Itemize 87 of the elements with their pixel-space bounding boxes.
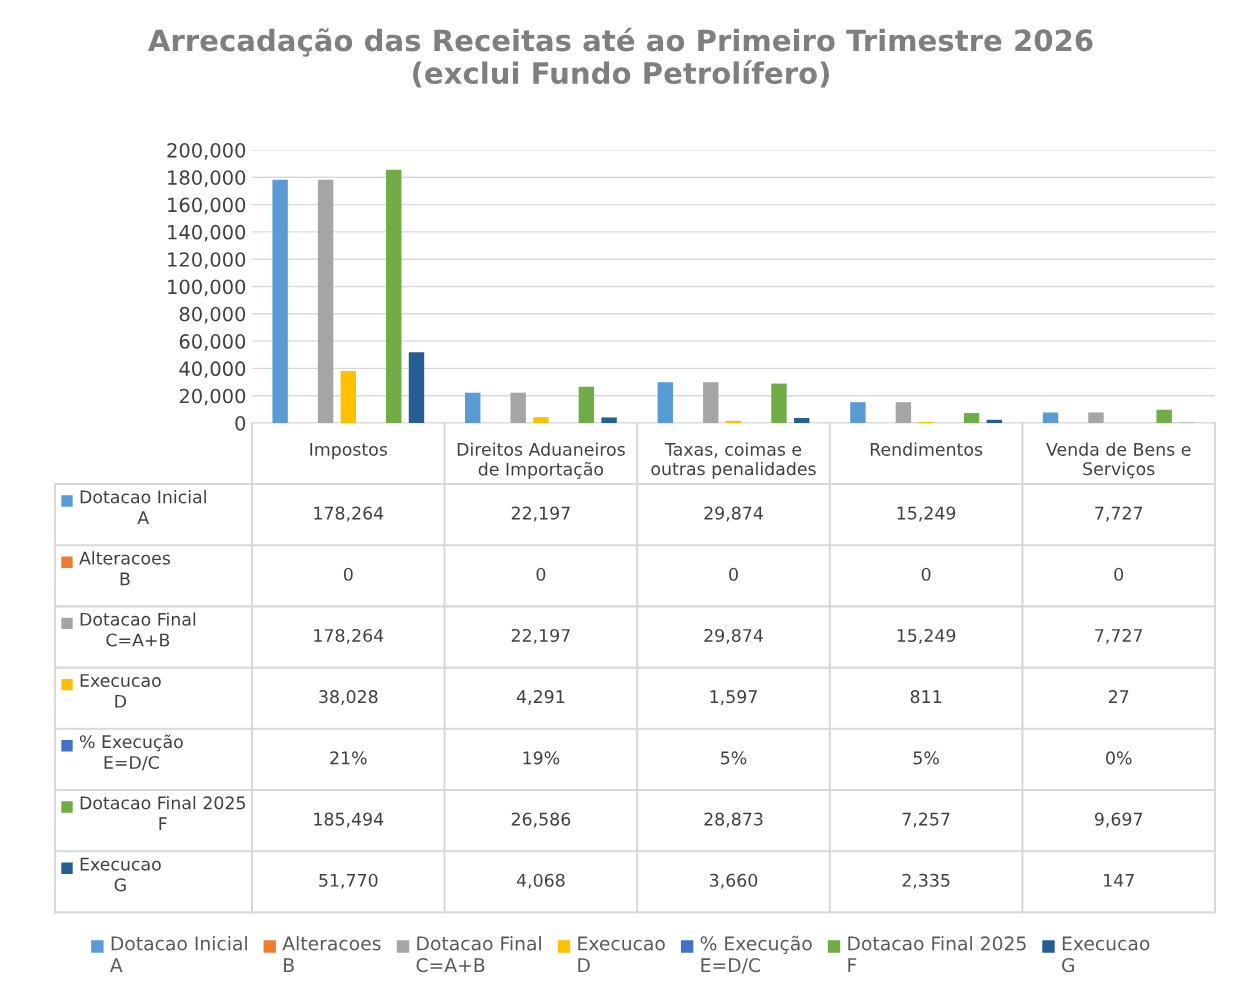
data-label: 0 bbox=[729, 567, 738, 581]
bar bbox=[771, 383, 787, 423]
data-label: 28,873 bbox=[704, 812, 763, 828]
legend-label: Execucao D bbox=[80, 674, 161, 708]
x-tick-label: Venda de Bens e Serviços bbox=[1046, 442, 1191, 479]
legend-label: % Execução E=D/C bbox=[79, 734, 183, 771]
x-tick-label: Direitos Aduaneiros de Importação bbox=[457, 442, 625, 480]
bar bbox=[986, 419, 1002, 423]
bar bbox=[963, 413, 980, 423]
legend-label: Dotacao Final C=A+B bbox=[80, 612, 196, 647]
y-tick-label: 80,000 bbox=[179, 306, 246, 324]
bar bbox=[317, 179, 334, 423]
y-tick-label: 60,000 bbox=[179, 334, 246, 351]
data-label: 22,197 bbox=[511, 506, 570, 522]
legend-label: Alteracoes B bbox=[79, 551, 171, 586]
data-label: 4,291 bbox=[516, 690, 565, 706]
data-label: 38,028 bbox=[319, 690, 378, 706]
y-tick-label: 100,000 bbox=[168, 279, 246, 297]
legend-label: Dotacao Inicial A bbox=[80, 490, 206, 524]
bar bbox=[340, 371, 356, 423]
y-tick-label: 0 bbox=[235, 415, 246, 431]
y-tick-label: 160,000 bbox=[168, 197, 246, 215]
data-label: 7,257 bbox=[902, 812, 950, 828]
data-label: 178,264 bbox=[314, 506, 384, 522]
data-label: 0 bbox=[343, 567, 353, 581]
x-tick-label: Rendimentos bbox=[870, 442, 983, 456]
x-tick-label: Impostos bbox=[310, 442, 388, 460]
data-label: 3,660 bbox=[709, 873, 758, 889]
bar bbox=[703, 382, 719, 423]
data-label: 0 bbox=[536, 567, 546, 581]
data-label: 0% bbox=[1106, 751, 1132, 765]
data-label: 0 bbox=[1114, 567, 1124, 581]
data-label: 1,597 bbox=[710, 690, 757, 706]
data-label: 51,770 bbox=[319, 873, 378, 889]
data-label: 5% bbox=[913, 751, 939, 765]
bar bbox=[408, 352, 425, 423]
bar bbox=[895, 402, 912, 423]
text: Dotacao Inicial A bbox=[110, 936, 247, 972]
data-label: 19% bbox=[523, 751, 560, 765]
text: Alteracoes B bbox=[282, 936, 381, 972]
data-label: 4,068 bbox=[516, 873, 565, 889]
data-label: 21% bbox=[330, 751, 367, 765]
data-label: 22,197 bbox=[511, 628, 570, 644]
chart-title: Arrecadação das Receitas até ao Primeiro Trimestre 2026 (exclui Fundo Petrolífero) bbox=[147, 27, 1093, 88]
data-label: 5% bbox=[721, 751, 747, 765]
data-label: 7,727 bbox=[1095, 628, 1143, 644]
bar bbox=[657, 382, 674, 423]
data-label: 811 bbox=[910, 690, 942, 704]
bar bbox=[465, 392, 481, 423]
text: Dotacao Final C=A+B bbox=[416, 936, 541, 973]
x-tick-label: Taxas, coimas e outras penalidades bbox=[651, 442, 816, 479]
text: Dotacao Final 2025 F bbox=[848, 936, 1026, 972]
data-label: 26,586 bbox=[511, 812, 571, 828]
data-label: 29,874 bbox=[704, 506, 763, 522]
data-label: 147 bbox=[1104, 873, 1134, 887]
bar bbox=[578, 386, 595, 423]
bar bbox=[533, 417, 549, 423]
legend-label: Dotacao Final 2025 F bbox=[80, 796, 245, 830]
y-tick-label: 40,000 bbox=[179, 361, 246, 379]
y-tick-label: 180,000 bbox=[168, 170, 246, 187]
data-label: 15,249 bbox=[897, 628, 956, 644]
data-label: 2,335 bbox=[902, 873, 950, 889]
bar bbox=[601, 417, 617, 423]
y-tick-label: 200,000 bbox=[167, 142, 246, 160]
bar bbox=[272, 179, 288, 423]
text: Execucao D bbox=[578, 936, 665, 972]
data-label: 7,727 bbox=[1095, 506, 1143, 522]
data-label: 27 bbox=[1108, 690, 1129, 703]
data-label: 15,249 bbox=[897, 506, 956, 522]
bar bbox=[510, 392, 526, 423]
text: Execucao G bbox=[1062, 936, 1150, 973]
data-label: 29,874 bbox=[704, 628, 763, 644]
y-tick-label: 140,000 bbox=[168, 224, 246, 242]
bar bbox=[850, 402, 866, 423]
bar bbox=[1156, 409, 1172, 423]
bar bbox=[1042, 412, 1059, 423]
y-tick-label: 120,000 bbox=[168, 252, 246, 269]
legend-label: Execucao G bbox=[80, 857, 161, 892]
bar bbox=[386, 169, 402, 423]
text: % Execução E=D/C bbox=[700, 935, 812, 974]
data-label: 9,697 bbox=[1094, 812, 1143, 828]
data-label: 185,494 bbox=[314, 812, 384, 828]
data-label: 0 bbox=[921, 567, 931, 581]
bar bbox=[793, 418, 810, 423]
data-label: 178,264 bbox=[314, 628, 384, 644]
bar bbox=[1088, 412, 1104, 423]
y-tick-label: 20,000 bbox=[179, 388, 246, 406]
